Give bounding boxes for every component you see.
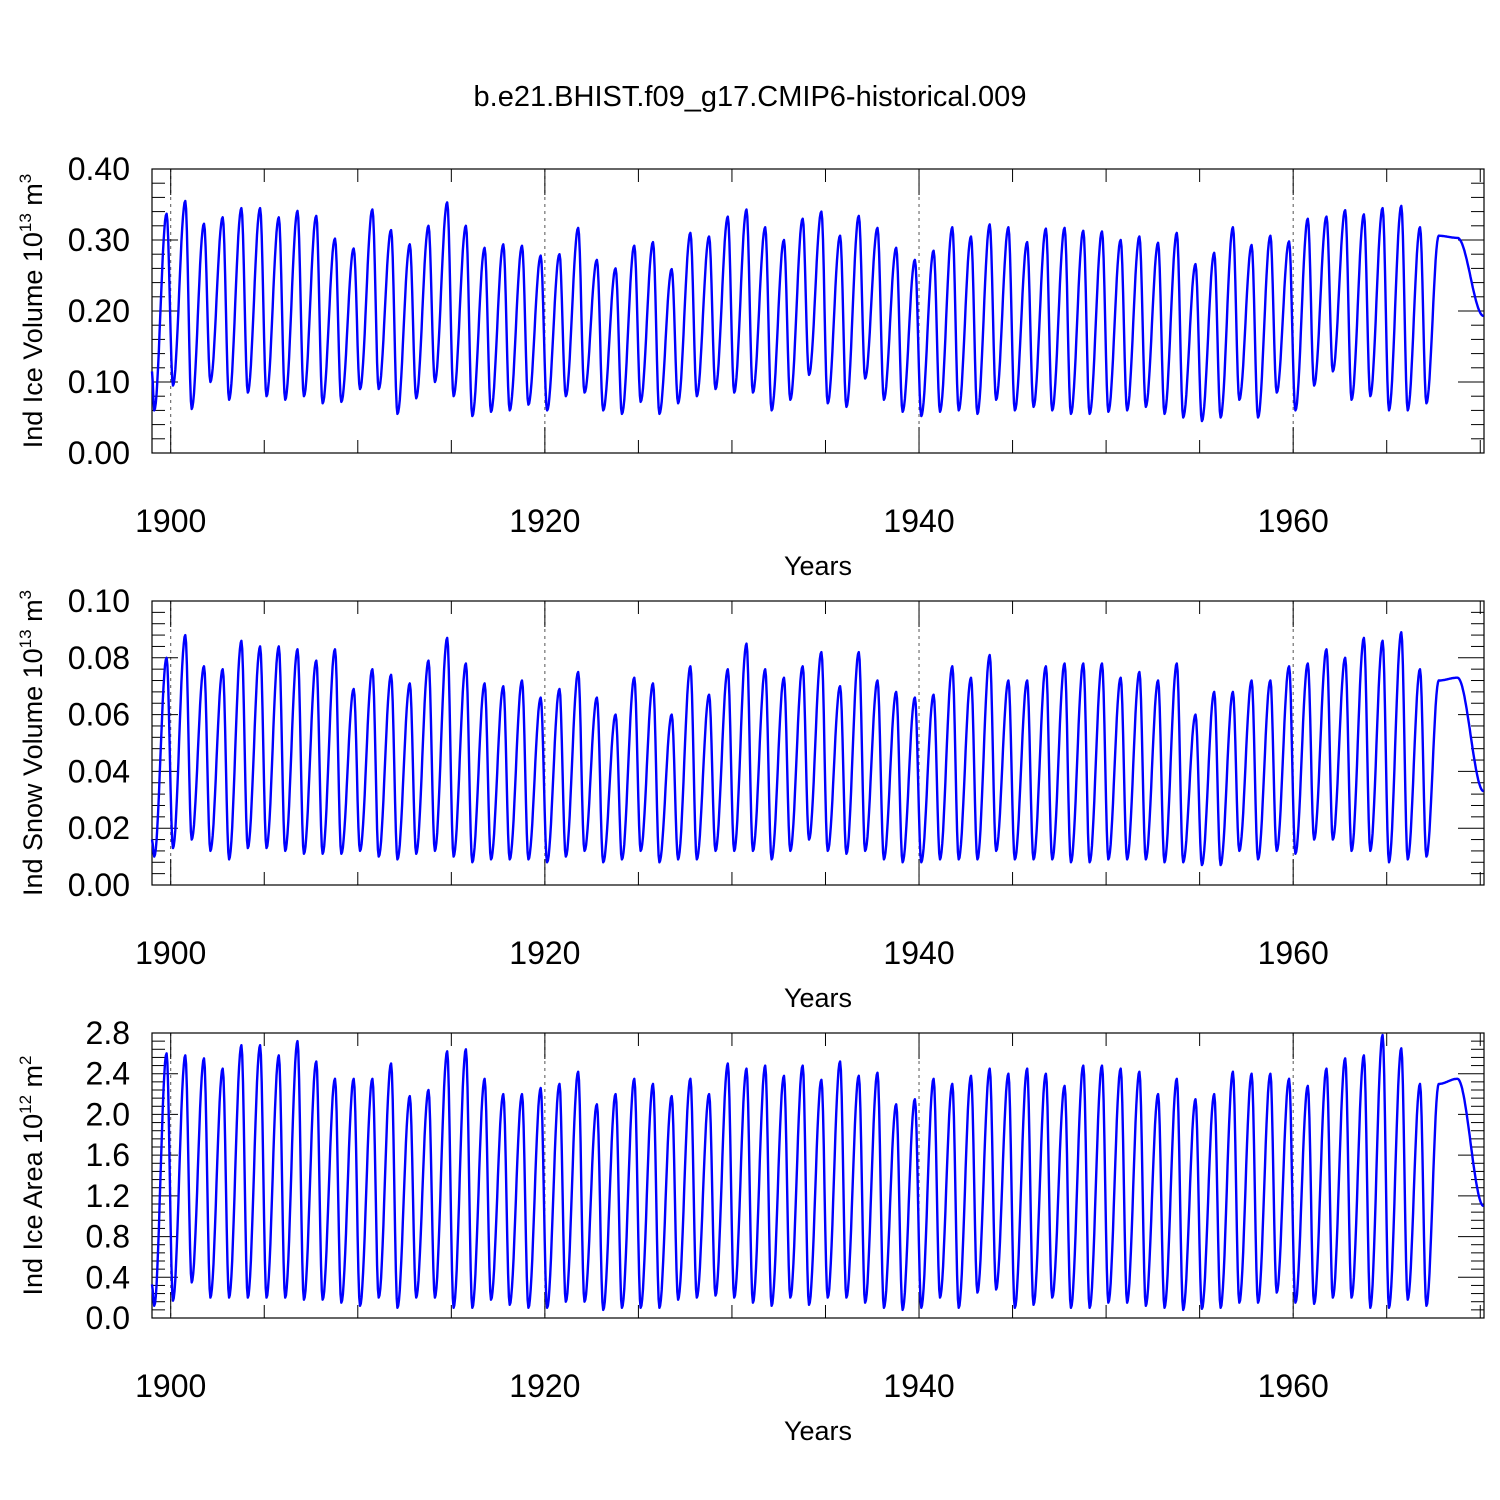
- y-axis-title-unit: m: [18, 183, 48, 213]
- y-axis-title-unit: m: [18, 1065, 48, 1095]
- y-axis-title-unit-exponent: 3: [16, 590, 35, 599]
- y-axis-title: Ind Ice Volume 1013 m3: [16, 174, 48, 449]
- series-line-snow-volume: [150, 631, 1485, 867]
- x-axis-title: Years: [784, 1416, 852, 1446]
- series-line-ice-area: [150, 1033, 1485, 1312]
- y-tick-label: 0.04: [68, 753, 130, 789]
- y-axis-title-unit: m: [18, 599, 48, 629]
- y-tick-label: 0.00: [68, 435, 130, 471]
- y-tick-label: 0.4: [86, 1259, 130, 1295]
- panels: 0.00 0.10 0.20 0.30 0.40 1900 1920 1940 1960 Year…: [16, 151, 1485, 1446]
- figure-title: b.e21.BHIST.f09_g17.CMIP6-historical.009: [474, 81, 1027, 113]
- x-tick-label: 1900: [135, 503, 206, 539]
- y-tick-label: 2.8: [86, 1015, 130, 1051]
- y-tick-label: 0.06: [68, 697, 130, 733]
- x-tick-label: 1920: [509, 503, 580, 539]
- y-axis-title-unit-exponent: 3: [16, 174, 35, 183]
- y-tick-label: 0.30: [68, 222, 130, 258]
- y-axis-title-exponent: 13: [16, 629, 35, 648]
- x-tick-label: 1920: [509, 1368, 580, 1404]
- y-tick-label: 0.00: [68, 867, 130, 903]
- y-axis-title-main: Ind Ice Area 10: [18, 1114, 48, 1296]
- panel-ice-area: 0.0 0.4 0.8 1.2 1.6 2.0 2.4 2.8 1900 1920 1940 1960…: [16, 1015, 1485, 1446]
- y-axis-title-unit-exponent: 2: [16, 1055, 35, 1064]
- x-axis-title: Years: [784, 551, 852, 581]
- y-axis-title-main: Ind Snow Volume 10: [18, 648, 48, 896]
- y-tick-label: 1.6: [86, 1137, 130, 1173]
- plot-frame: [151, 1032, 1485, 1319]
- x-tick-label: 1960: [1258, 1368, 1329, 1404]
- y-tick-label: 0.10: [68, 583, 130, 619]
- plot-frame: [151, 600, 1485, 886]
- y-tick-label: 1.2: [86, 1178, 130, 1214]
- x-tick-label: 1960: [1258, 503, 1329, 539]
- y-axis-title: Ind Ice Area 1012 m2: [16, 1055, 48, 1295]
- y-axis-title-exponent: 13: [16, 213, 35, 232]
- y-tick-label: 0.0: [86, 1300, 130, 1336]
- panel-snow-volume: 0.00 0.02 0.04 0.06 0.08 0.10 1900 1920 1940 1960…: [16, 583, 1485, 1013]
- x-tick-label: 1960: [1258, 935, 1329, 971]
- y-tick-label: 0.10: [68, 364, 130, 400]
- y-tick-label: 2.4: [86, 1056, 130, 1092]
- y-axis-title-main: Ind Ice Volume 10: [18, 232, 48, 448]
- y-tick-label: 0.8: [86, 1219, 130, 1255]
- y-tick-label: 0.02: [68, 810, 130, 846]
- y-tick-label: 0.20: [68, 293, 130, 329]
- panel-ice-volume: 0.00 0.10 0.20 0.30 0.40 1900 1920 1940 1960 Year…: [16, 151, 1485, 581]
- x-tick-label: 1920: [509, 935, 580, 971]
- y-axis-title: Ind Snow Volume 1013 m3: [16, 590, 48, 896]
- y-tick-label: 0.08: [68, 640, 130, 676]
- x-tick-label: 1940: [883, 1368, 954, 1404]
- y-axis-title-exponent: 12: [16, 1095, 35, 1114]
- x-axis-title: Years: [784, 983, 852, 1013]
- x-tick-label: 1940: [883, 935, 954, 971]
- y-tick-label: 2.0: [86, 1096, 130, 1132]
- y-tick-label: 0.40: [68, 151, 130, 187]
- x-tick-label: 1940: [883, 503, 954, 539]
- x-tick-label: 1900: [135, 935, 206, 971]
- x-tick-label: 1900: [135, 1368, 206, 1404]
- series-line-ice-volume: [150, 199, 1485, 423]
